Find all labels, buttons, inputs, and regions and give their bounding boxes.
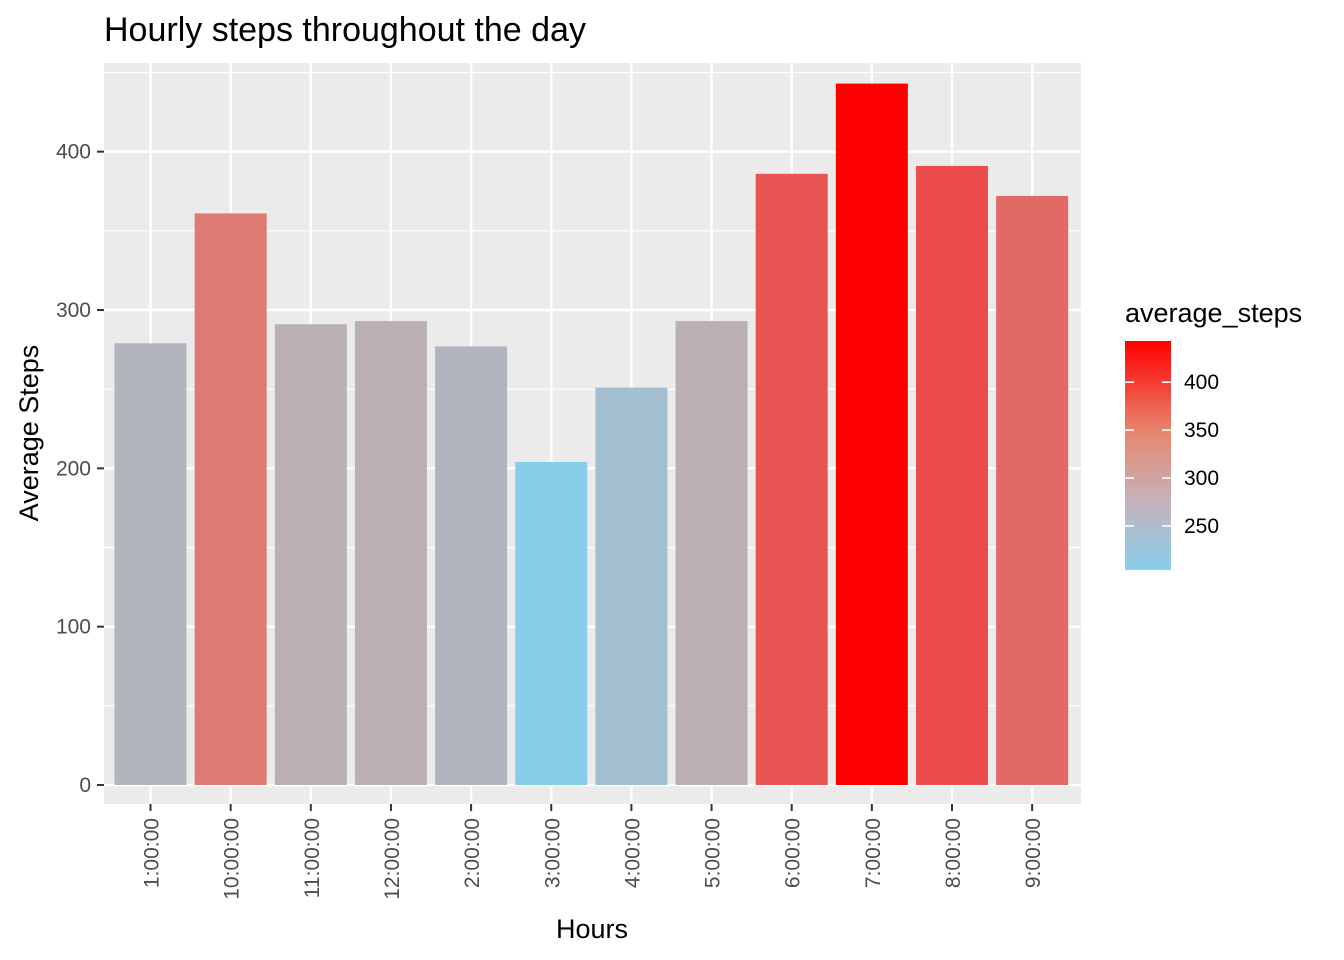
x-tick-label: 11:00:00 <box>301 818 324 898</box>
bar-9:00:00 <box>996 196 1069 785</box>
x-tick-label: 4:00:00 <box>621 818 644 888</box>
bar-8:00:00 <box>916 165 988 785</box>
bar-3:00:00 <box>515 462 588 785</box>
x-axis-title: Hours <box>556 914 628 944</box>
bar-5:00:00 <box>675 321 748 785</box>
legend-colorbar <box>1125 341 1171 570</box>
x-tick-label: 2:00:00 <box>461 818 484 888</box>
legend-tick-label: 400 <box>1184 371 1219 394</box>
x-tick-label: 7:00:00 <box>862 818 885 888</box>
legend-tick-label: 300 <box>1184 467 1219 490</box>
y-tick-label: 200 <box>56 457 91 480</box>
bar-10:00:00 <box>194 213 267 785</box>
y-tick-label: 400 <box>56 141 91 164</box>
y-tick-label: 300 <box>56 299 91 322</box>
x-tick-label: 1:00:00 <box>141 818 164 888</box>
x-tick-label: 3:00:00 <box>541 818 564 888</box>
chart-title: Hourly steps throughout the day <box>104 11 586 49</box>
legend-tick-label: 250 <box>1184 515 1219 538</box>
bar-12:00:00 <box>354 321 427 785</box>
x-tick-label: 12:00:00 <box>381 818 404 900</box>
legend-ticks: 250 300 350 400 <box>1125 371 1219 538</box>
bar-4:00:00 <box>595 387 668 785</box>
y-axis: 0 100 200 300 400 <box>56 141 104 797</box>
legend-tick-label: 350 <box>1184 419 1219 442</box>
x-tick-label: 6:00:00 <box>782 818 805 888</box>
bar-7:00:00 <box>835 83 908 786</box>
bars-layer <box>114 83 1069 786</box>
x-axis: 1:00:00 10:00:00 11:00:00 12:00:00 2:00:00 3:… <box>141 804 1045 900</box>
x-tick-label: 8:00:00 <box>942 818 965 888</box>
x-tick-label: 9:00:00 <box>1022 818 1045 888</box>
y-tick-label: 0 <box>79 774 91 797</box>
x-tick-label: 10:00:00 <box>221 818 244 900</box>
legend-title: average_steps <box>1125 298 1302 328</box>
bar-6:00:00 <box>755 173 828 786</box>
legend: average_steps 250 300 350 400 <box>1125 298 1302 570</box>
bar-2:00:00 <box>435 346 508 785</box>
bar-11:00:00 <box>274 324 347 785</box>
bar-1:00:00 <box>114 343 187 785</box>
y-axis-title: Average Steps <box>14 345 44 522</box>
y-tick-label: 100 <box>56 616 91 639</box>
x-tick-label: 5:00:00 <box>702 818 725 888</box>
